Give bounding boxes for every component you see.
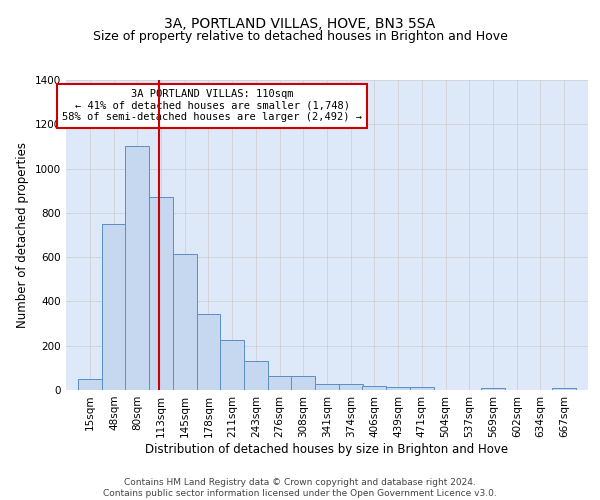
Bar	[315, 384, 339, 390]
Bar	[102, 224, 126, 390]
Bar	[78, 379, 102, 390]
Bar	[362, 386, 386, 390]
Bar	[386, 387, 410, 390]
Text: 3A PORTLAND VILLAS: 110sqm
← 41% of detached houses are smaller (1,748)
58% of s: 3A PORTLAND VILLAS: 110sqm ← 41% of deta…	[62, 90, 362, 122]
Text: Contains HM Land Registry data © Crown copyright and database right 2024.
Contai: Contains HM Land Registry data © Crown c…	[103, 478, 497, 498]
Bar	[268, 376, 292, 390]
Bar	[291, 376, 315, 390]
Bar	[220, 340, 244, 390]
Text: Size of property relative to detached houses in Brighton and Hove: Size of property relative to detached ho…	[92, 30, 508, 43]
Bar	[552, 388, 576, 390]
Y-axis label: Number of detached properties: Number of detached properties	[16, 142, 29, 328]
Bar	[410, 387, 434, 390]
Text: 3A, PORTLAND VILLAS, HOVE, BN3 5SA: 3A, PORTLAND VILLAS, HOVE, BN3 5SA	[164, 18, 436, 32]
X-axis label: Distribution of detached houses by size in Brighton and Hove: Distribution of detached houses by size …	[145, 442, 509, 456]
Bar	[173, 254, 197, 390]
Bar	[149, 198, 173, 390]
Bar	[481, 388, 505, 390]
Bar	[197, 314, 220, 390]
Bar	[244, 361, 268, 390]
Bar	[125, 146, 149, 390]
Bar	[339, 384, 363, 390]
